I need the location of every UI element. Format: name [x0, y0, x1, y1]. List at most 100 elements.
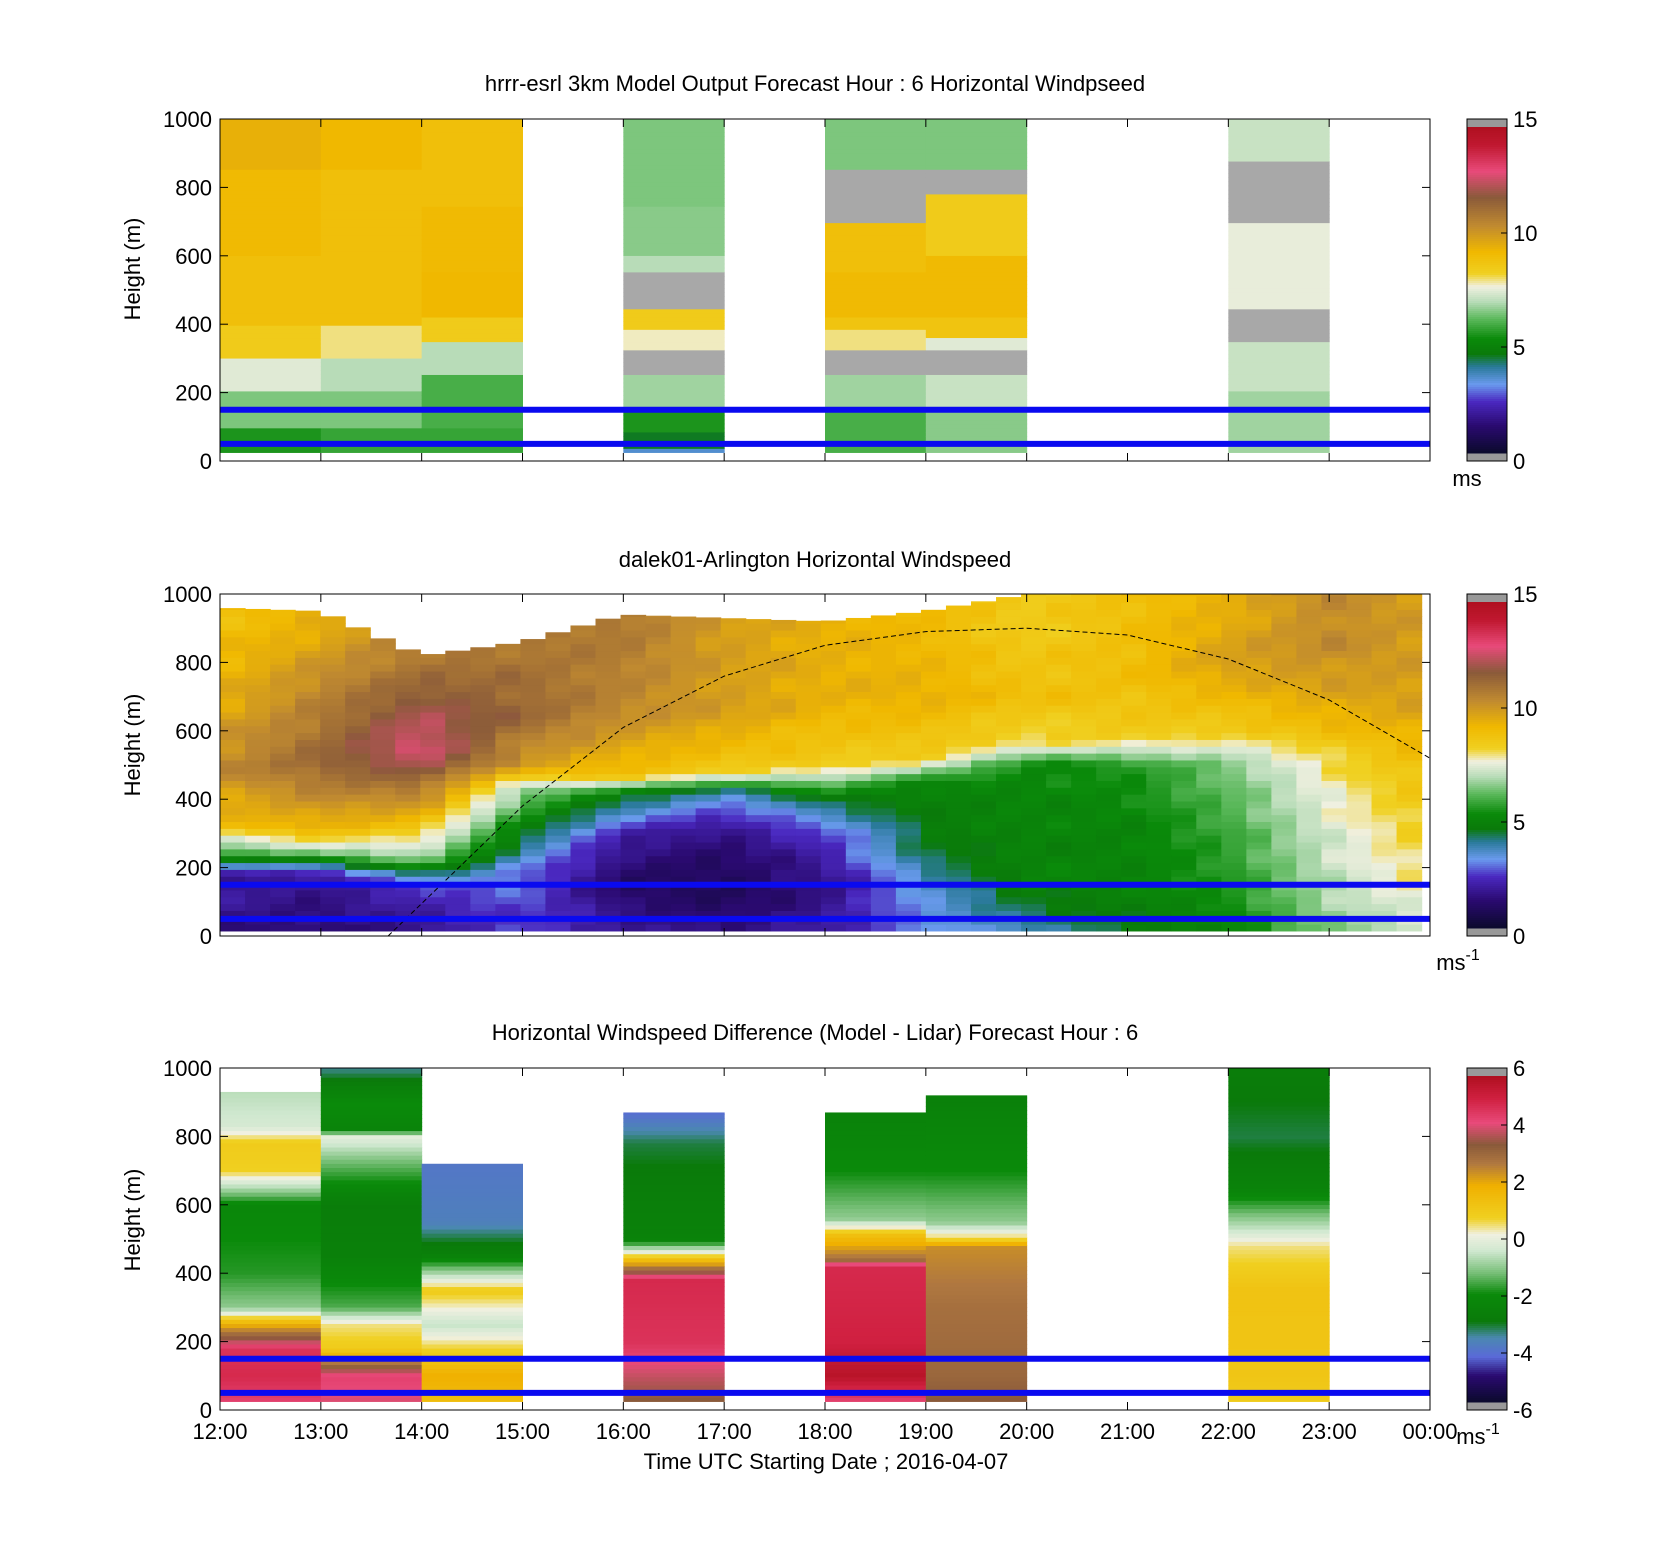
- data-cell: [520, 739, 547, 747]
- data-cell: [320, 718, 346, 727]
- data-cell: [1146, 766, 1172, 775]
- data-cell: [320, 394, 423, 400]
- data-cell: [421, 1261, 523, 1267]
- data-cell: [620, 903, 647, 911]
- data-cell: [320, 1327, 423, 1333]
- colorbar-swatch: [1467, 810, 1507, 813]
- data-cell: [720, 684, 747, 693]
- data-cell: [220, 312, 322, 318]
- colorbar-swatch: [1467, 620, 1507, 623]
- data-cell: [670, 677, 697, 686]
- data-cell: [925, 218, 1028, 224]
- data-cell: [1021, 670, 1047, 679]
- data-cell: [470, 862, 496, 870]
- data-cell: [445, 718, 471, 727]
- colorbar-swatch: [1467, 1342, 1507, 1345]
- data-cell: [1146, 903, 1172, 911]
- data-cell: [320, 1105, 423, 1111]
- data-cell: [420, 691, 446, 699]
- data-cell: [623, 1249, 725, 1255]
- data-cell: [520, 684, 547, 693]
- data-cell: [623, 1278, 725, 1283]
- data-cell: [470, 657, 496, 665]
- data-cell: [1021, 903, 1047, 911]
- data-cell: [1396, 903, 1423, 911]
- data-cell: [395, 718, 421, 727]
- data-cell: [1171, 594, 1197, 597]
- data-cell: [623, 436, 725, 441]
- data-cell: [1321, 629, 1348, 638]
- data-cell: [925, 1339, 1028, 1345]
- data-cell: [695, 650, 722, 658]
- data-cell: [645, 623, 672, 631]
- data-cell: [770, 684, 797, 693]
- data-cell: [745, 677, 772, 686]
- data-cell: [623, 345, 725, 351]
- data-cell: [1171, 705, 1197, 713]
- data-cell: [945, 896, 972, 905]
- data-cell: [1071, 869, 1097, 877]
- data-cell: [421, 1335, 523, 1341]
- data-cell: [220, 1130, 322, 1136]
- data-cell: [845, 800, 872, 809]
- colorbar-swatch: [1467, 375, 1507, 378]
- data-cell: [295, 889, 321, 898]
- data-cell: [720, 773, 747, 781]
- colorbar-swatch: [1467, 796, 1507, 799]
- data-cell: [1246, 814, 1272, 823]
- data-cell: [996, 746, 1022, 754]
- colorbar-swatch: [1467, 369, 1507, 372]
- data-cell: [320, 1224, 423, 1230]
- colorbar-swatch: [1467, 407, 1507, 410]
- colorbar-swatch: [1467, 608, 1507, 611]
- data-cell: [295, 821, 321, 829]
- data-cell: [520, 910, 547, 918]
- data-cell: [1271, 732, 1298, 740]
- data-cell: [245, 807, 271, 816]
- data-cell: [996, 814, 1022, 823]
- colorbar-swatch: [1467, 808, 1507, 811]
- data-cell: [1171, 684, 1197, 693]
- data-cell: [825, 275, 927, 281]
- data-cell: [395, 677, 421, 686]
- data-cell: [820, 698, 847, 706]
- data-cell: [1171, 876, 1197, 884]
- data-cell: [1228, 366, 1330, 371]
- data-cell: [320, 1380, 423, 1386]
- data-cell: [445, 787, 471, 795]
- y-tick-label: 200: [175, 1330, 212, 1355]
- data-cell: [1396, 924, 1423, 932]
- data-cell: [745, 780, 772, 788]
- data-cell: [421, 1208, 523, 1214]
- data-cell: [623, 222, 725, 228]
- data-cell: [870, 698, 897, 706]
- data-cell: [395, 794, 421, 802]
- data-cell: [1071, 732, 1097, 740]
- data-cell: [623, 1294, 725, 1300]
- data-cell: [470, 691, 496, 699]
- data-cell: [320, 1385, 423, 1390]
- colorbar-swatch: [1467, 1374, 1507, 1377]
- data-cell: [1228, 321, 1330, 326]
- colorbar-swatch: [1467, 1312, 1507, 1315]
- data-cell: [295, 766, 321, 775]
- data-cell: [1071, 773, 1097, 781]
- data-cell: [1228, 1274, 1330, 1279]
- data-cell: [1228, 292, 1330, 297]
- data-cell: [220, 1286, 322, 1292]
- data-cell: [1046, 807, 1072, 816]
- data-cell: [570, 625, 597, 631]
- x-tick-label: 23:00: [1302, 1419, 1357, 1444]
- data-cell: [970, 869, 997, 877]
- data-cell: [570, 650, 597, 658]
- data-cell: [670, 924, 697, 932]
- data-cell: [1228, 390, 1330, 396]
- data-cell: [1228, 1192, 1330, 1197]
- data-cell: [470, 698, 496, 706]
- colorbar-swatch: [1467, 367, 1507, 370]
- data-cell: [1228, 1307, 1330, 1312]
- data-cell: [1221, 835, 1247, 843]
- data-cell: [545, 876, 572, 884]
- data-cell: [770, 862, 797, 870]
- data-cell: [770, 739, 797, 747]
